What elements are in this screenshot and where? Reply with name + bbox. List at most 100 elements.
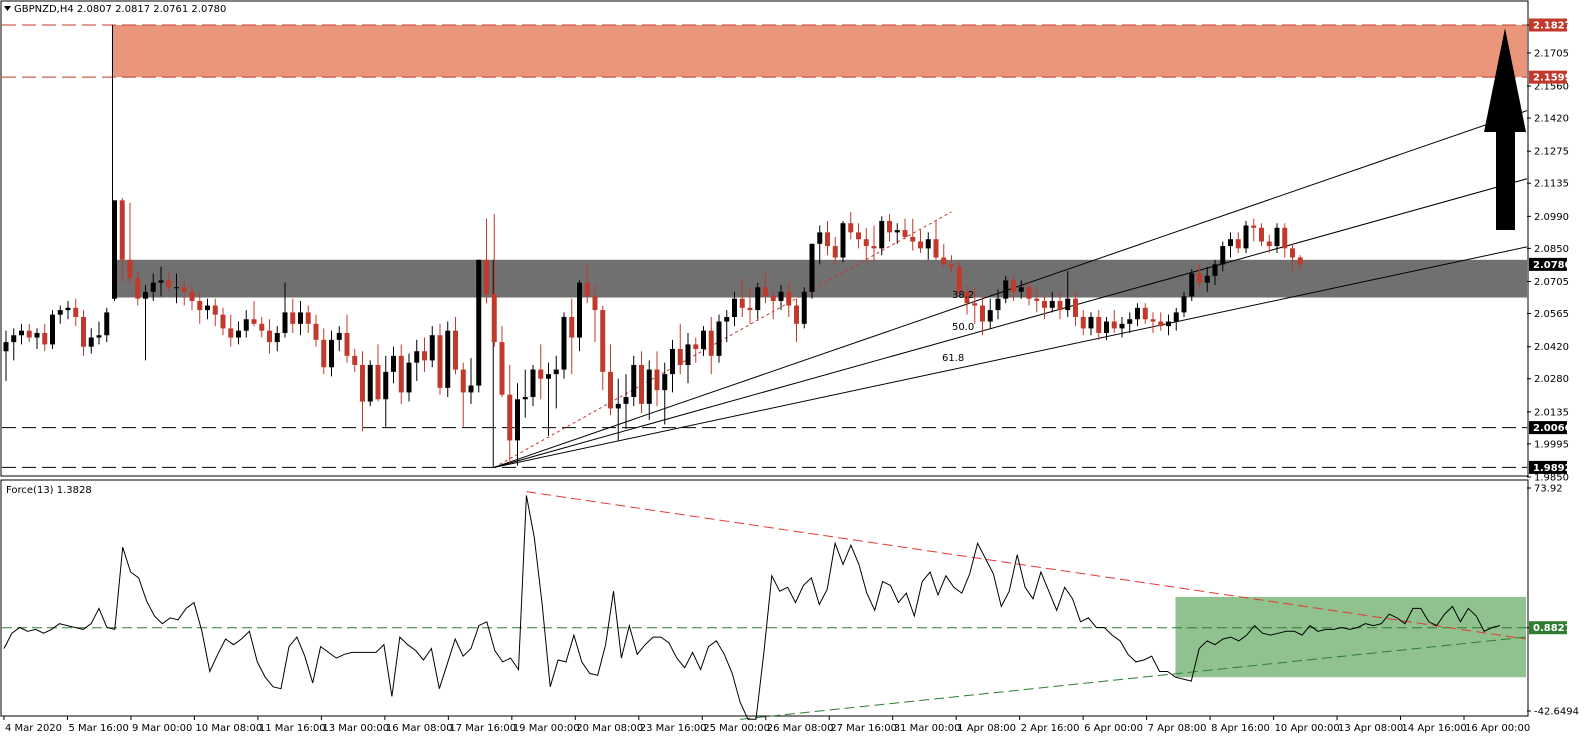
candle bbox=[778, 284, 784, 311]
candle bbox=[693, 337, 699, 363]
candle bbox=[422, 337, 427, 372]
candle bbox=[615, 378, 621, 441]
candle bbox=[546, 362, 551, 436]
candle bbox=[352, 348, 358, 372]
candle bbox=[1235, 232, 1241, 253]
candle bbox=[1266, 234, 1272, 253]
fib-label-38: 38.2 bbox=[952, 290, 974, 301]
candle bbox=[1290, 243, 1295, 274]
candle bbox=[344, 314, 350, 363]
candle bbox=[918, 230, 923, 253]
candle bbox=[57, 305, 63, 324]
candle bbox=[708, 316, 714, 375]
candle bbox=[491, 214, 497, 347]
candle bbox=[1243, 220, 1249, 253]
x-tick-label: 7 Apr 08:00 bbox=[1148, 723, 1207, 734]
candle bbox=[1111, 310, 1117, 333]
svg-text:1.9892: 1.9892 bbox=[1533, 463, 1572, 474]
candle bbox=[282, 282, 288, 338]
candle bbox=[794, 298, 799, 343]
candle bbox=[910, 218, 916, 251]
dropdown-triangle-icon[interactable] bbox=[4, 6, 11, 11]
candle bbox=[460, 362, 466, 427]
force-y-tick-label: 73.92 bbox=[1534, 484, 1563, 495]
x-tick-label: 31 Mar 00:00 bbox=[894, 723, 961, 734]
candle bbox=[515, 383, 520, 466]
candle bbox=[1088, 312, 1094, 336]
candle bbox=[553, 355, 559, 409]
candle bbox=[1142, 303, 1148, 324]
candle bbox=[313, 314, 319, 347]
candle bbox=[112, 200, 117, 301]
x-tick-label: 13 Mar 00:00 bbox=[322, 723, 389, 734]
y-tick-label: 2.1135 bbox=[1534, 179, 1569, 190]
candle bbox=[894, 223, 900, 244]
candle bbox=[980, 296, 985, 336]
candle bbox=[383, 355, 389, 427]
candle bbox=[88, 328, 94, 354]
force-support-trendline bbox=[740, 636, 1527, 720]
candle bbox=[329, 330, 334, 377]
candle bbox=[561, 312, 567, 379]
candle bbox=[670, 339, 675, 393]
x-tick-label: 13 Apr 08:00 bbox=[1338, 723, 1403, 734]
candle bbox=[1204, 266, 1210, 292]
candle bbox=[848, 211, 854, 240]
x-tick-label: 19 Mar 00:00 bbox=[513, 723, 580, 734]
fan-line bbox=[494, 178, 1528, 468]
y-tick-label: 2.0850 bbox=[1534, 244, 1569, 255]
x-tick-label: 16 Apr 00:00 bbox=[1465, 723, 1530, 734]
support-zone bbox=[112, 259, 1527, 298]
y-tick-label: 2.1705 bbox=[1534, 48, 1569, 59]
candle bbox=[925, 232, 931, 260]
candle bbox=[677, 323, 683, 375]
horizontal-levels bbox=[2, 24, 1527, 468]
candle bbox=[507, 364, 513, 464]
candle bbox=[50, 310, 55, 349]
candle bbox=[1173, 307, 1179, 331]
candle bbox=[732, 291, 737, 327]
candle bbox=[933, 220, 939, 260]
up-arrow-icon bbox=[1484, 28, 1526, 230]
candle bbox=[212, 298, 218, 327]
y-tick-label: 2.0705 bbox=[1534, 277, 1569, 288]
candle bbox=[631, 355, 637, 407]
candle bbox=[236, 321, 241, 345]
time-axis: 4 Mar 2020 5 Mar 16:00 9 Mar 00:00 10 Mar 0… bbox=[3, 716, 1530, 734]
candle bbox=[863, 227, 869, 263]
force-green-zone bbox=[1175, 596, 1526, 678]
candle bbox=[445, 321, 451, 397]
candle bbox=[290, 298, 296, 333]
candle bbox=[360, 351, 365, 432]
candle bbox=[832, 236, 838, 265]
candle bbox=[879, 216, 885, 256]
candle bbox=[429, 326, 435, 368]
candle bbox=[685, 332, 691, 384]
svg-text:2.0780: 2.0780 bbox=[1533, 260, 1572, 271]
x-tick-label: 27 Mar 16:00 bbox=[830, 723, 897, 734]
candle bbox=[150, 273, 156, 301]
candle bbox=[1026, 282, 1032, 306]
candle bbox=[584, 264, 590, 304]
candle bbox=[243, 310, 249, 338]
indicator-pane-frame bbox=[0, 479, 1529, 717]
candle bbox=[468, 358, 474, 404]
candle bbox=[662, 362, 668, 425]
candle bbox=[251, 300, 257, 327]
fan-line bbox=[494, 110, 1528, 468]
candle bbox=[1065, 271, 1071, 317]
candle bbox=[73, 298, 79, 327]
candle bbox=[770, 291, 776, 320]
candle bbox=[367, 360, 373, 407]
candle bbox=[716, 314, 722, 363]
candle bbox=[11, 328, 17, 361]
fib-fan-lines bbox=[494, 110, 1528, 468]
y-tick-label: 2.0990 bbox=[1534, 212, 1569, 223]
candle bbox=[197, 291, 203, 324]
force-series-line bbox=[3, 495, 1501, 720]
candle bbox=[522, 369, 528, 418]
x-tick-label: 2 Apr 16:00 bbox=[1021, 723, 1080, 734]
candle bbox=[119, 198, 125, 283]
candle bbox=[577, 280, 582, 352]
candle bbox=[65, 300, 71, 320]
